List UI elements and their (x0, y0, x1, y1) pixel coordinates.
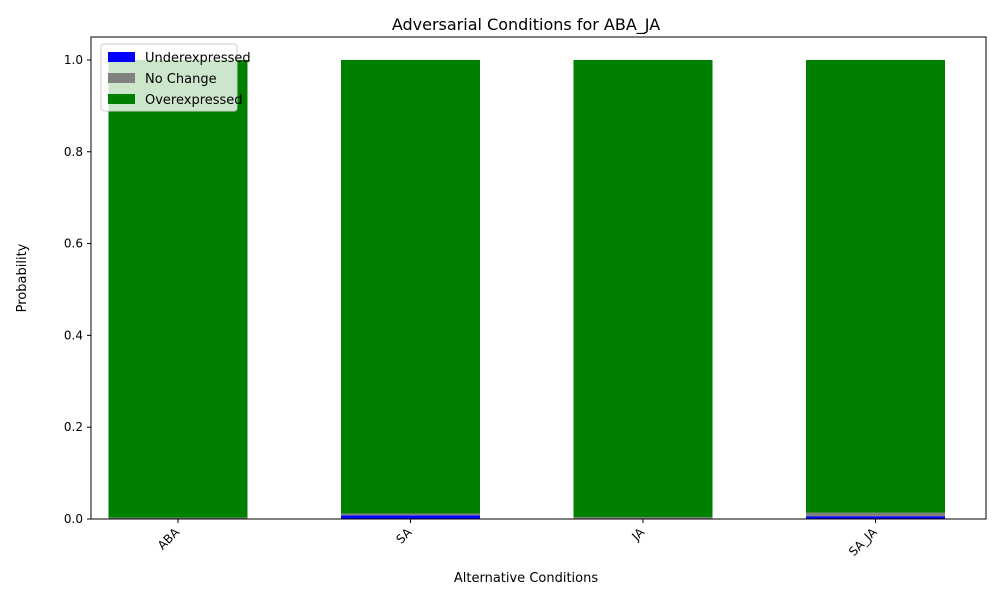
bar-overexpressed-sa (341, 59, 480, 514)
y-axis-label: Probability (15, 243, 30, 312)
bar-no-change-aba (108, 517, 248, 519)
plot-area-frame (90, 36, 987, 520)
bar-overexpressed-sa_ja (806, 59, 945, 513)
bars-group (108, 59, 945, 519)
bar-underexpressed-sa (341, 515, 480, 519)
bar-overexpressed-aba (108, 59, 248, 518)
x-axis-label: Alternative Conditions (454, 571, 598, 586)
legend-label: No Change (145, 72, 217, 87)
legend-label: Overexpressed (145, 93, 243, 108)
legend-swatch (108, 94, 135, 104)
bar-no-change-sa_ja (806, 512, 945, 517)
y-tick-label: 1.0 (64, 53, 83, 67)
legend-swatch (108, 52, 135, 62)
bar-no-change-sa (341, 513, 480, 516)
y-tick-label: 0.0 (64, 512, 83, 526)
y-tick-label: 0.8 (64, 145, 83, 159)
legend-swatch (108, 73, 135, 83)
y-tick-label: 0.4 (64, 328, 83, 342)
bar-overexpressed-ja (573, 59, 713, 518)
bar-underexpressed-sa_ja (806, 516, 945, 519)
chart-title: Adversarial Conditions for ABA_JA (392, 15, 660, 35)
bar-no-change-ja (573, 517, 713, 519)
legend-label: Underexpressed (145, 51, 251, 66)
y-axis: 0.0 0.2 0.4 0.6 0.8 1.0 (64, 53, 91, 526)
y-tick-label: 0.6 (64, 237, 83, 251)
legend: Underexpressed No Change Overexpressed (100, 43, 251, 112)
y-tick-label: 0.2 (64, 420, 83, 434)
